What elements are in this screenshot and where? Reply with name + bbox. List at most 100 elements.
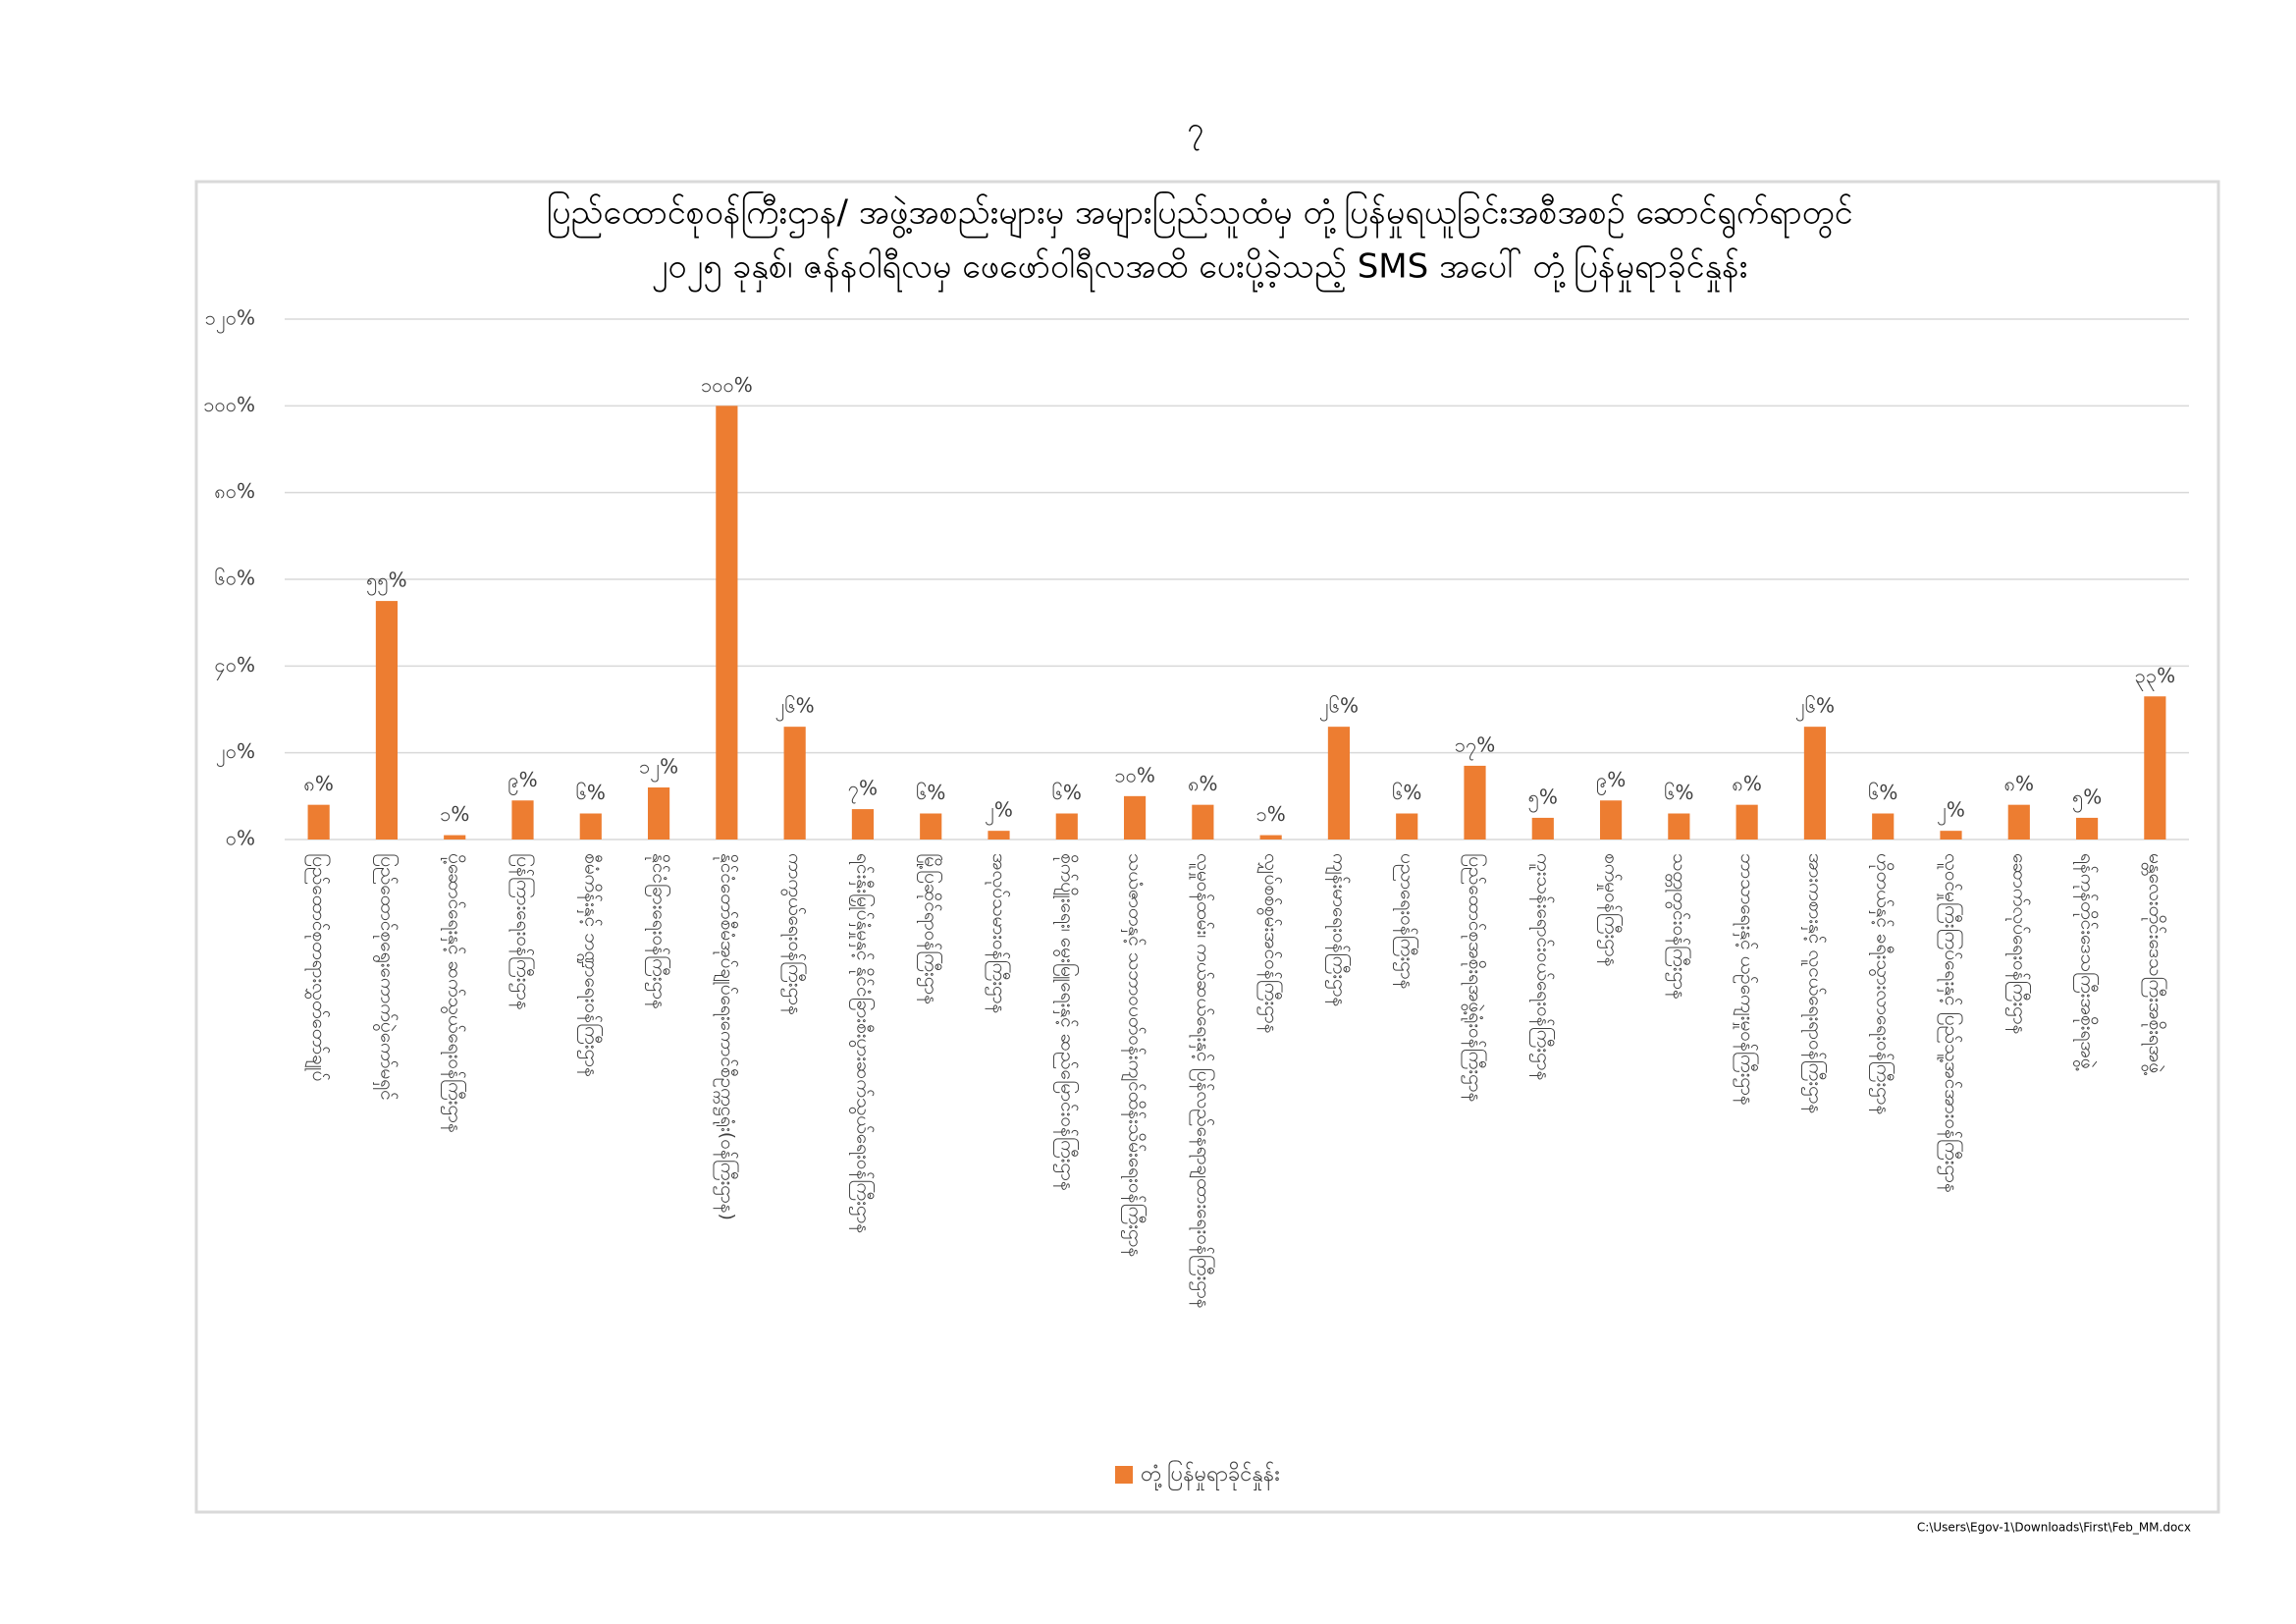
value-label: ၆% bbox=[1664, 781, 1693, 804]
x-tick-label: မြို့ပြဆိုင်ရာဝန်ကြီးဌာန bbox=[917, 853, 944, 1004]
value-label: ၈% bbox=[1732, 772, 1761, 795]
x-tick-label: ပြန်ကြားရေးဝန်ကြီးဌာန bbox=[508, 853, 536, 1010]
y-tick-label: ၀% bbox=[226, 827, 255, 850]
bar bbox=[1940, 831, 1962, 839]
bar bbox=[1872, 813, 1895, 839]
value-label: ၂၆% bbox=[1319, 694, 1359, 722]
value-label: ၁% bbox=[440, 802, 469, 826]
page-number: ၇ bbox=[1188, 112, 1204, 152]
bar bbox=[647, 787, 670, 839]
value-label: ၈% bbox=[303, 772, 333, 795]
bar bbox=[851, 809, 875, 839]
x-tick-label: စက်မှုဝန်ကြီးဌာန bbox=[1597, 853, 1625, 966]
x-tick-label: ပညာရေးဝန်ကြီးဌာန bbox=[1393, 853, 1420, 989]
bar bbox=[1531, 817, 1554, 839]
x-tick-label: သယံဇာတနှင့် သဘာဝပတ်ဝန်းကျင်ထိန်းသိမ်းရေး… bbox=[1121, 853, 1148, 1257]
x-tick-label: ဆောက်လုပ်ရေးဝန်ကြီးဌာန bbox=[2004, 853, 2032, 1034]
x-tick-label: ပို့ဆောင်ရေးနှင့် ဆက်သွယ်ရေးဝန်ကြီးဌာန bbox=[441, 853, 468, 1133]
value-label: ၉% bbox=[507, 768, 537, 795]
bar bbox=[1192, 804, 1214, 839]
bar bbox=[375, 601, 399, 839]
bar bbox=[1396, 813, 1418, 839]
bar bbox=[988, 831, 1010, 839]
value-label: ၁% bbox=[1256, 802, 1286, 826]
footer-path: C:\Users\Egov-1\Downloads\First\Feb_MM.d… bbox=[1917, 1521, 2191, 1535]
bar bbox=[1055, 813, 1078, 839]
bar bbox=[1668, 813, 1690, 839]
bar bbox=[1599, 800, 1623, 839]
bar bbox=[1123, 795, 1147, 839]
bar bbox=[783, 727, 806, 839]
chart-frame bbox=[194, 180, 2220, 1514]
y-tick-label: ၈၀% bbox=[214, 479, 255, 503]
x-tick-label: ရင်းနှီးမြှုပ်နှံမှုနှင့် နိုင်ငံခြားစီး… bbox=[848, 853, 876, 1233]
bar bbox=[1327, 727, 1351, 839]
bar bbox=[511, 800, 534, 839]
value-label: ၂% bbox=[985, 798, 1013, 826]
value-label: ၅% bbox=[2072, 785, 2102, 812]
x-tick-label: စိုက်ပျိုးရေး၊ မွေးမြူရေးနှင့် ဆည်မြောင်… bbox=[1052, 853, 1080, 1191]
x-tick-label: လူဝင်မှုကြီးကြပ်ရေးနှင့် ပြည်သူ့အင်အားဝန… bbox=[1937, 853, 1964, 1193]
x-tick-label: ပြည်ထောင်စုအစိုးရအဖွဲ့ရုံးဝန်ကြီးဌာန bbox=[1461, 853, 1488, 1102]
bar bbox=[1803, 727, 1827, 839]
value-label: ၂% bbox=[1937, 798, 1965, 826]
x-tick-label: ရန်ကုန်တိုင်းဒေသကြီးအစိုးရအဖွဲ့ bbox=[2073, 853, 2101, 1071]
x-tick-label: လျှပ်စစ်စွမ်းအင်ဝန်ကြီးဌာန bbox=[1256, 853, 1284, 1033]
bar bbox=[1259, 835, 1282, 839]
x-tick-label: နိုင်ငံတော်စီမံအုပ်ချုပ်ရေးကောင်စီဥက္ကဋ္… bbox=[713, 853, 740, 1220]
y-tick-label: ၂၀% bbox=[216, 739, 255, 767]
bar bbox=[307, 804, 330, 839]
x-tick-label: ဟိုတယ်နှင့် ခရီးသွားလာရေးဝန်ကြီးဌာန bbox=[1869, 853, 1896, 1114]
x-tick-label: ကျန်းမာရေးဝန်ကြီးဌာန bbox=[1324, 853, 1352, 1006]
value-label: ၁၀၀% bbox=[701, 373, 753, 397]
bar bbox=[444, 835, 466, 839]
value-label: ၆% bbox=[1052, 781, 1082, 804]
value-label: ၆% bbox=[1392, 781, 1421, 804]
bar bbox=[2007, 804, 2030, 839]
x-tick-label: အားကစားနှင့် လူငယ်ရေးရာဝန်ကြီးဌာန bbox=[1800, 853, 1828, 1113]
chart-title: ပြည်ထောင်စုဝန်ကြီးဌာန/ အဖွဲ့အစည်းများမှ … bbox=[546, 193, 1852, 239]
value-label: ၈% bbox=[2004, 772, 2034, 795]
value-label: ၁၂% bbox=[639, 755, 678, 783]
value-label: ၁၇% bbox=[1455, 732, 1496, 760]
x-tick-label: ကာကွယ်ရေးဝန်ကြီးဌာန bbox=[780, 853, 808, 1015]
x-tick-label: အလုပ်သမားဝန်ကြီးဌာန bbox=[985, 853, 1012, 1013]
value-label: ၂၆% bbox=[775, 694, 815, 722]
bar bbox=[1735, 804, 1758, 839]
value-label: ၆% bbox=[916, 781, 945, 804]
bar bbox=[716, 406, 738, 839]
bar bbox=[920, 813, 942, 839]
legend-swatch bbox=[1115, 1466, 1133, 1484]
y-tick-label: ၆၀% bbox=[214, 567, 255, 590]
bar bbox=[1464, 765, 1486, 839]
value-label: ၃၃% bbox=[2135, 664, 2176, 691]
value-label: ၆% bbox=[576, 781, 606, 804]
bar bbox=[2144, 696, 2166, 839]
legend-label: တုံ့ပြန်မှုရာခိုင်နှုန်း bbox=[1141, 1460, 1280, 1490]
value-label: ၅၅% bbox=[366, 568, 407, 596]
value-label: ၅% bbox=[1528, 785, 1558, 812]
value-label: ၈% bbox=[1188, 772, 1217, 795]
x-tick-label: စီမံကိန်းနှင့် ဘဏ္ဍာရေးဝန်ကြီးဌာန bbox=[576, 853, 604, 1077]
x-tick-label: ကူးသန်းရောင်းဝယ်ရေးဝန်ကြီးဌာန bbox=[1528, 853, 1556, 1080]
value-label: ၇% bbox=[848, 777, 878, 804]
y-tick-label: ၁၀၀% bbox=[203, 393, 255, 416]
value-label: ၆% bbox=[1868, 781, 1897, 804]
x-tick-label: သတ္တုတွင်းဝန်ကြီးဌာန bbox=[1665, 853, 1692, 1000]
x-tick-label: ပြည်ထောင်စုတရားလွှတ်တော်ချုပ် bbox=[304, 853, 332, 1081]
x-tick-label: နိုင်ငံခြားရေးဝန်ကြီးဌာန bbox=[645, 853, 672, 1009]
y-tick-label: ၁၂၀% bbox=[205, 306, 255, 334]
x-tick-label: ဘာသာရေးနှင့် ယဉ်ကျေးမှုဝန်ကြီးဌာန bbox=[1733, 853, 1760, 1106]
bar bbox=[2075, 817, 2099, 839]
chart-title: ၂၀၂၅ ခုနှစ်၊ ဇန်နဝါရီလမှ ဖေဖော်ဝါရီလအထိ … bbox=[652, 247, 1748, 293]
bar bbox=[579, 813, 602, 839]
y-tick-label: ၄၀% bbox=[214, 653, 255, 680]
x-tick-label: လူမှုဝန်ထမ်း၊ ကယ်ဆယ်ရေးနှင့် ပြန်လည်နေရာ… bbox=[1189, 853, 1216, 1309]
x-tick-label: မန္တလေးတိုင်းဒေသကြီးအစိုးရအဖွဲ့ bbox=[2141, 853, 2168, 1075]
value-label: ၂၆% bbox=[1795, 694, 1835, 722]
x-tick-label: ပြည်ထောင်စုရွေးကောက်ပွဲကော်မရှင် bbox=[372, 853, 400, 1101]
value-label: ၉% bbox=[1596, 768, 1626, 795]
value-label: ၁၀% bbox=[1114, 763, 1155, 786]
